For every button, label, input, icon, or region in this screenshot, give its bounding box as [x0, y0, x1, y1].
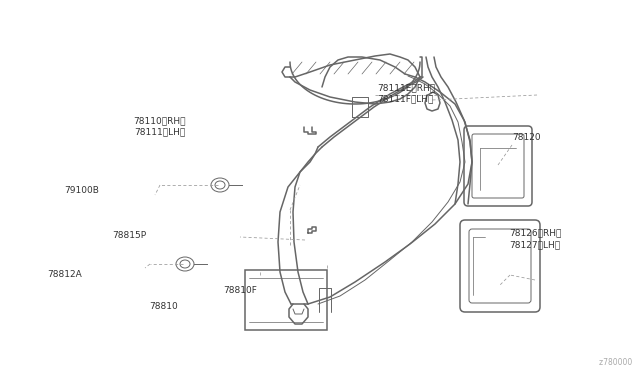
Text: 78815P: 78815P — [112, 231, 146, 240]
Text: 78810: 78810 — [149, 302, 177, 311]
Text: 78120: 78120 — [512, 133, 541, 142]
Text: 78111E〈RH〉
78111F〈LH〉: 78111E〈RH〉 78111F〈LH〉 — [378, 84, 436, 104]
Text: 78812A: 78812A — [47, 270, 82, 279]
Text: 78126〈RH〉
78127〈LH〉: 78126〈RH〉 78127〈LH〉 — [509, 229, 561, 249]
Text: 78110〈RH〉
78111〈LH〉: 78110〈RH〉 78111〈LH〉 — [133, 116, 186, 137]
Text: 79100B: 79100B — [65, 186, 99, 195]
Text: z780000: z780000 — [600, 358, 635, 367]
Text: 78810F: 78810F — [223, 286, 257, 295]
